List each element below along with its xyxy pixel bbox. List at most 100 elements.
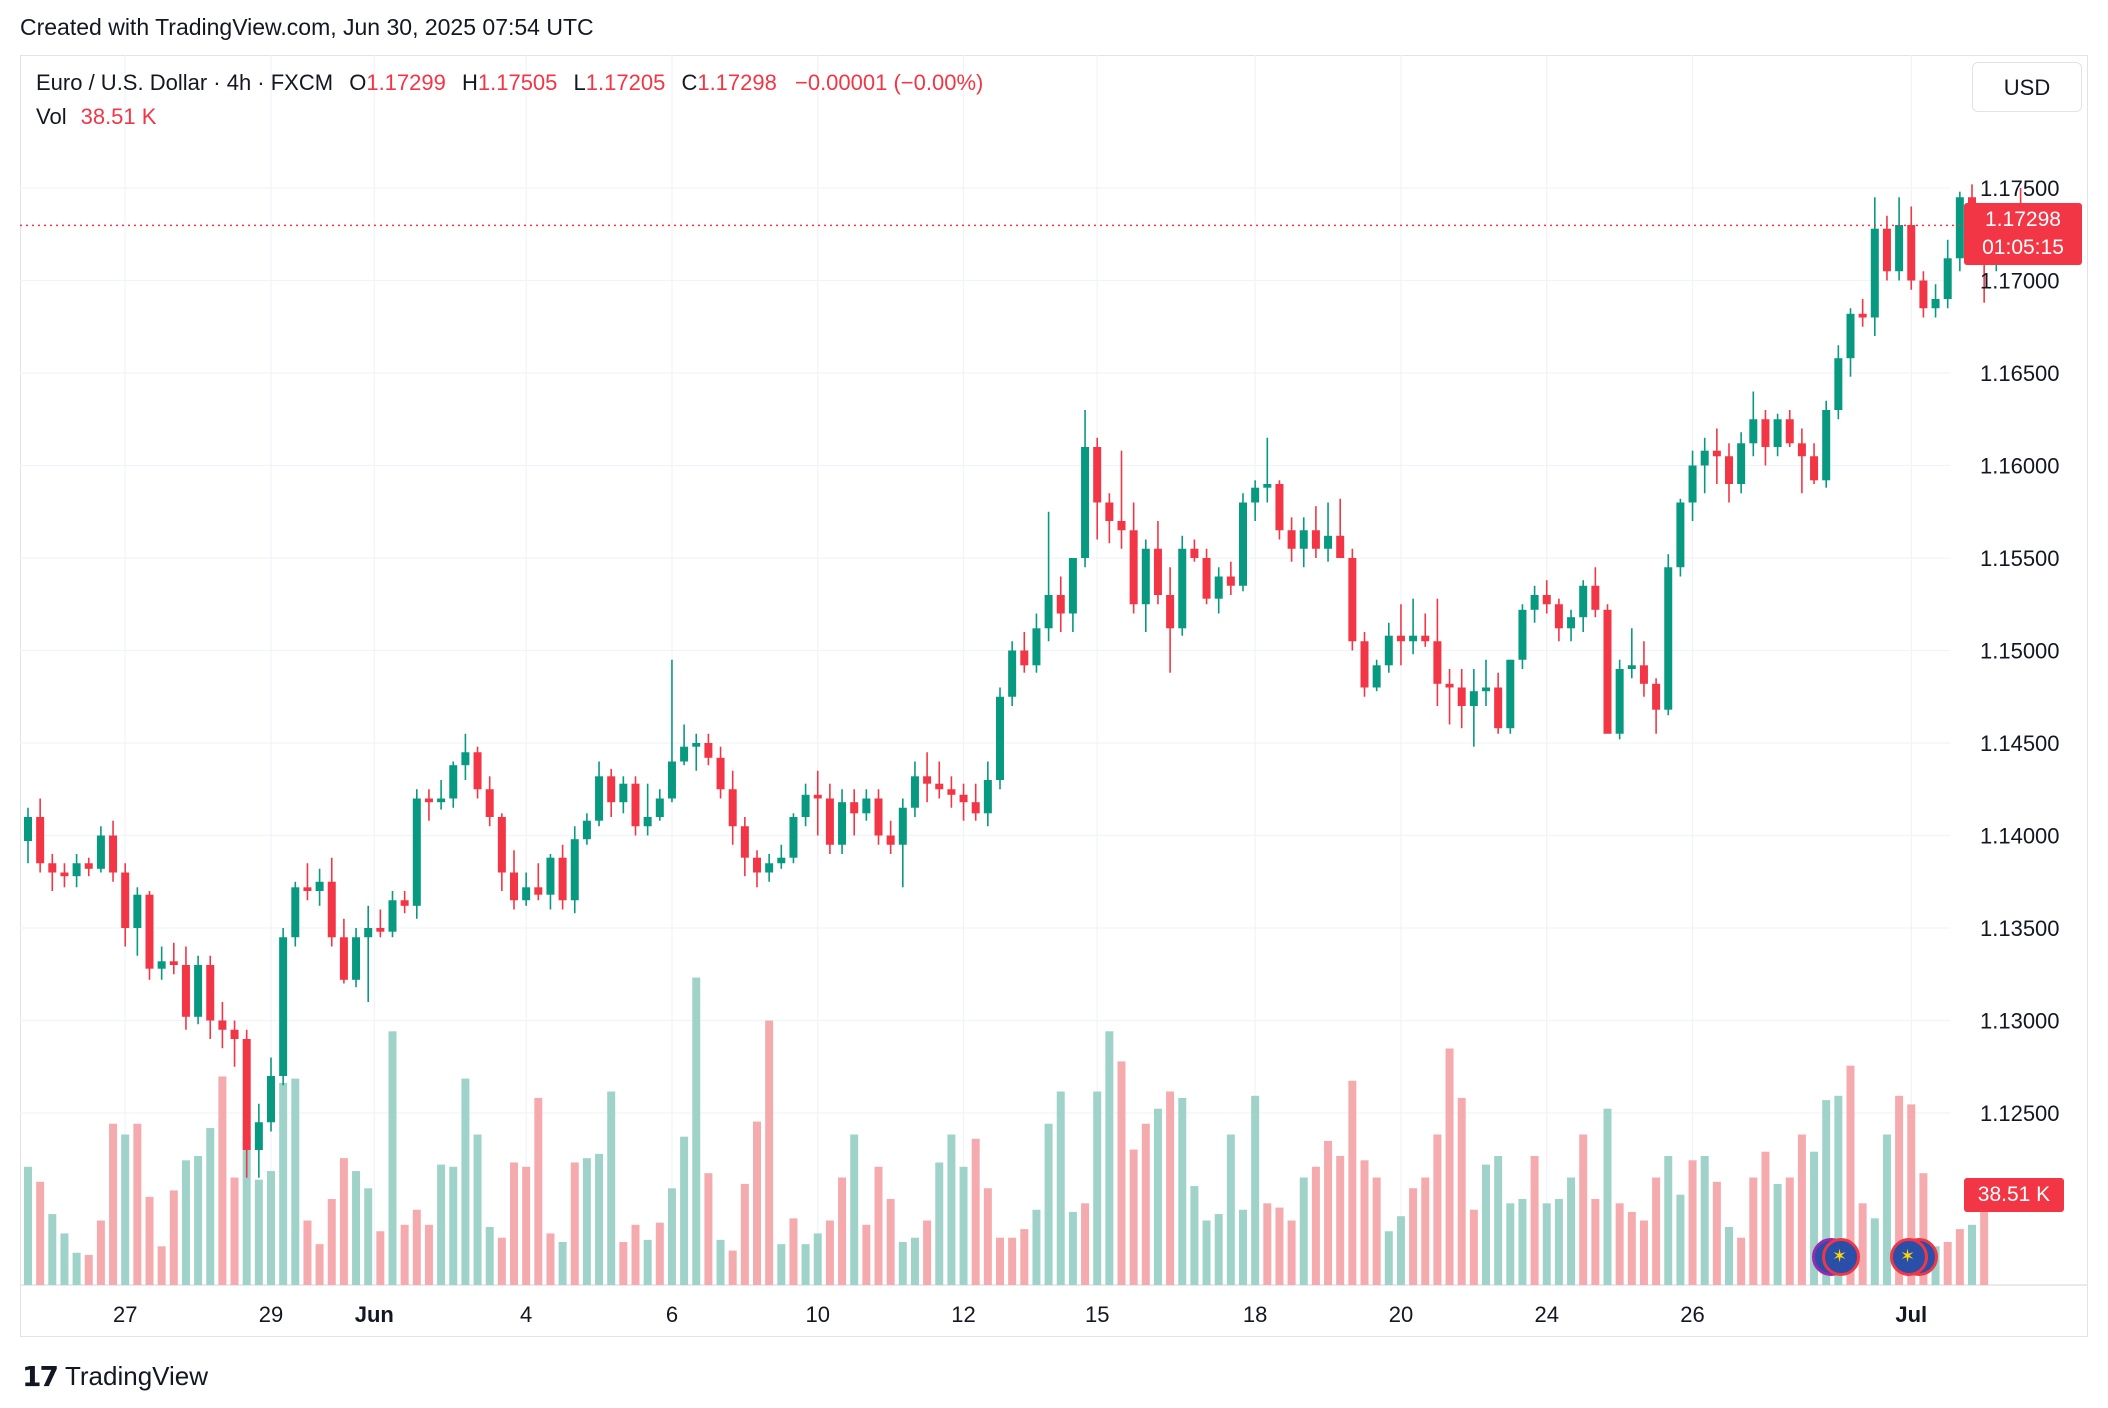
candle-body — [1627, 665, 1636, 669]
candle-body — [1409, 635, 1418, 642]
volume-bar — [935, 1162, 944, 1285]
price-tick-label: 1.16000 — [1980, 454, 2060, 479]
candle-body — [1299, 530, 1308, 549]
candle-body — [910, 776, 919, 808]
candle-body — [753, 857, 761, 873]
candle-body — [1129, 530, 1138, 605]
candle-body — [1263, 484, 1272, 488]
candle-body — [570, 839, 579, 901]
candle-body — [400, 900, 409, 906]
candle-body — [412, 798, 421, 906]
volume-bar — [1105, 1031, 1114, 1285]
volume-bar — [1567, 1177, 1576, 1285]
candle-body — [971, 802, 980, 814]
time-tick-label: 26 — [1680, 1302, 1704, 1327]
candle-body — [96, 835, 105, 869]
price-axis[interactable]: 1.17500 1.17000 1.16500 1.16000 1.15500 1.150… — [1980, 176, 2060, 1126]
candle-body — [607, 776, 616, 803]
candle-body — [1506, 659, 1515, 729]
volume-bar — [388, 1031, 397, 1285]
volume-bar — [1336, 1156, 1345, 1285]
chart-frame[interactable] — [20, 55, 2088, 1337]
volume-bar — [546, 1233, 555, 1285]
volume-bar — [412, 1209, 421, 1285]
candle-body — [1396, 635, 1405, 642]
symbol-title[interactable]: Euro / U.S. Dollar · 4h · FXCM — [36, 70, 334, 95]
candle-body — [279, 937, 288, 1076]
time-tick-label: 12 — [951, 1302, 975, 1327]
volume-bar — [1518, 1199, 1527, 1285]
candle-body — [704, 743, 713, 758]
candle-body — [1822, 410, 1831, 481]
volume-bar — [1117, 1061, 1126, 1285]
volume-label: Vol — [36, 104, 67, 129]
last-price-label: 1.17298 01:05:15 — [1964, 203, 2082, 265]
volume-bar — [1409, 1188, 1418, 1285]
volume-bar — [24, 1166, 32, 1285]
volume-bar — [303, 1220, 312, 1285]
candle-body — [886, 835, 895, 845]
volume-bar — [813, 1233, 822, 1285]
candle-body — [461, 752, 470, 766]
candle-body — [169, 961, 178, 965]
candle-body — [181, 965, 190, 1017]
volume-bar — [497, 1237, 506, 1285]
candle-body — [655, 798, 664, 817]
candle-body — [1494, 687, 1503, 729]
candle-body — [60, 872, 69, 877]
volume-bar — [1639, 1220, 1648, 1285]
candle-body — [874, 798, 883, 836]
price-tick-label: 1.15500 — [1980, 546, 2060, 571]
volume-bar — [825, 1220, 834, 1285]
close-label: C — [681, 70, 698, 95]
candle-body — [1895, 225, 1904, 272]
volume-bar — [850, 1134, 859, 1285]
volume-bar — [291, 1078, 300, 1285]
volume-bar — [1044, 1123, 1053, 1285]
volume-bar — [1907, 1104, 1916, 1285]
volume-legend[interactable]: Vol 38.51 K — [36, 104, 156, 130]
volume-bar — [1664, 1156, 1673, 1285]
volume-bar — [1482, 1164, 1490, 1285]
volume-bar — [36, 1181, 45, 1285]
candle-body — [72, 863, 81, 877]
volume-bar — [84, 1254, 93, 1285]
time-tick-label: 4 — [520, 1302, 532, 1327]
eu-flag-icon[interactable]: ✶ — [1822, 1238, 1860, 1276]
candle-body — [449, 765, 458, 799]
volume-bar — [1506, 1203, 1515, 1285]
volume-bar — [1093, 1091, 1102, 1285]
high-value: 1.17505 — [477, 70, 558, 95]
time-axis[interactable]: 27 29 Jun 4 6 10 12 15 18 20 24 26 Jul — [113, 1302, 1927, 1327]
candle-body — [1785, 419, 1794, 444]
candle-body — [838, 802, 847, 845]
last-volume-label: 38.51 K — [1964, 1178, 2064, 1212]
tradingview-logo[interactable]: 𝟭𝟳 TradingView — [22, 1360, 208, 1393]
volume-bar — [1445, 1048, 1454, 1285]
candle-body — [522, 887, 531, 901]
volume-bar — [680, 1136, 689, 1285]
candle-body — [716, 757, 725, 790]
candle-body — [1214, 576, 1223, 599]
grid — [20, 55, 2088, 1286]
candle-body — [680, 746, 689, 762]
volume-bars — [24, 977, 1989, 1285]
volume-bar — [1652, 1177, 1661, 1285]
candle-body — [777, 857, 786, 864]
volume-bar — [1822, 1100, 1831, 1285]
candle-body — [437, 798, 446, 803]
candle-body — [1931, 299, 1940, 309]
volume-bar — [1725, 1226, 1733, 1285]
volume-bar — [1882, 1134, 1891, 1285]
candle-body — [339, 937, 348, 980]
symbol-legend[interactable]: Euro / U.S. Dollar · 4h · FXCM O1.17299 … — [36, 70, 983, 96]
candle-body — [996, 696, 1004, 780]
volume-bar — [424, 1224, 433, 1285]
eu-flag-icon[interactable]: ✶ — [1890, 1238, 1928, 1276]
currency-button[interactable]: USD — [1972, 62, 2082, 112]
volume-bar — [1688, 1160, 1697, 1285]
volume-bar — [801, 1244, 810, 1285]
candlesticks — [24, 184, 2025, 1178]
volume-bar — [959, 1166, 968, 1285]
